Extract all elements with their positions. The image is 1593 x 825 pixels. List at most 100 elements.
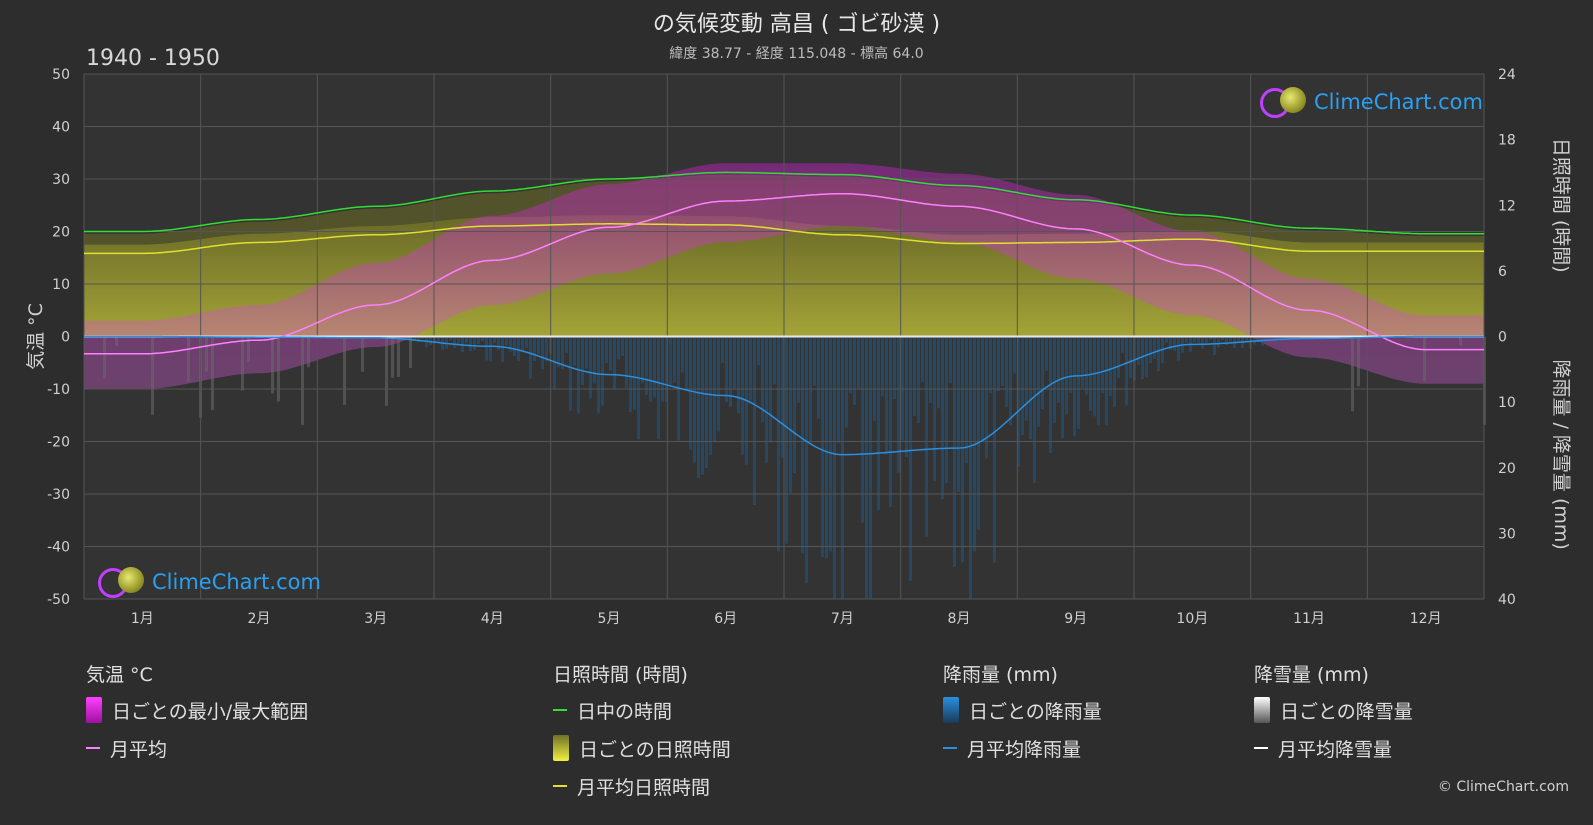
month-label: 2月 [248,611,271,627]
legend-sun-title: 日照時間 (時間) [553,664,688,686]
rain-daily-bar [569,336,572,411]
rain-daily-bar [813,336,816,386]
rain-daily-bar [625,336,628,388]
rain-daily-bar [825,336,828,559]
rain-daily-bar [841,336,844,599]
logo-text: ClimeChart.com [152,570,321,594]
rain-daily-bar [509,336,512,352]
rain-daily-bar [465,336,468,343]
rain-daily-bar [637,336,640,440]
rain-daily-bar [545,336,548,362]
rain-daily-bar [1225,336,1228,345]
rain-daily-bar [801,336,804,554]
rain-daily-bar [593,336,596,384]
rain-daily-bar [917,336,920,423]
rain-daily-bar [1021,336,1024,435]
rain-daily-bar [989,336,992,394]
snow-daily-bar [1459,336,1462,346]
left-tick-label: 50 [52,67,70,83]
rain-daily-bar [533,336,536,361]
rain-daily-bar [1061,336,1064,439]
rain-daily-bar [913,336,916,417]
rain-daily-bar [1129,336,1132,379]
rain-daily-bar [1089,336,1092,411]
rain-daily-bar [493,336,496,344]
logo-text: ClimeChart.com [1314,90,1483,114]
rain-daily-bar [993,336,996,563]
rain-daily-bar [653,336,656,398]
rain-daily-bar [909,336,912,581]
month-label: 3月 [364,611,387,627]
range-swatch-icon [86,697,102,723]
rain-daily-bar [1093,336,1096,417]
rain-daily-bar [1257,336,1260,343]
rain-daily-bar [581,336,584,386]
rain-daily-bar [881,336,884,397]
rain-daily-bar [857,336,860,390]
right-axis-title-sun: 日照時間 (時間) [1550,138,1572,273]
rain-daily-bar [773,336,776,385]
snow-daily-bar [391,336,394,378]
rain-daily-bar [1097,336,1100,425]
month-label: 8月 [948,611,971,627]
rain-daily-bar [877,336,880,511]
rain-daily-bar [781,336,784,458]
chart-subtitle: 緯度 38.77 - 経度 115.048 - 標高 64.0 [669,46,924,62]
left-tick-label: 30 [52,172,70,188]
legend-temp-range-label: 日ごとの最小/最大範囲 [112,700,309,723]
rain-daily-bar [1041,336,1044,410]
rain-daily-bar [1201,336,1204,349]
rain-daily-bar [645,336,648,395]
rain-daily-bar [1197,336,1200,344]
month-label: 7月 [831,611,854,627]
rain-daily-bar [1185,336,1188,343]
rain-daily-bar [853,336,856,405]
rain-daily-bar [605,336,608,363]
legend-snow-avg: 月平均降雪量 [1254,736,1413,761]
rain-daily-bar [945,336,948,484]
line-swatch-icon [86,747,100,749]
logo-bottom: ClimeChart.com [96,566,321,598]
rain-daily-bar [1269,336,1272,341]
rain-daily-bar [905,336,908,457]
rain-daily-bar [421,336,424,339]
rain-daily-bar [693,336,696,463]
rain-daily-bar [453,336,456,348]
rain-daily-bar [617,336,620,360]
rain-daily-bar [757,336,760,366]
rain-daily-bar [817,336,820,419]
rain-daily-bar [1033,336,1036,484]
rain-daily-bar [1121,336,1124,353]
legend-rain-daily-label: 日ごとの降雨量 [969,700,1102,723]
left-tick-label: -30 [47,487,70,503]
legend-temp-title: 気温 °C [86,664,153,686]
rain-avg-line [84,335,1484,456]
legend-temp-avg: 月平均 [86,736,308,761]
rain-daily-bar [1237,336,1240,342]
rain-daily-bar [1073,336,1076,437]
rain-swatch-icon [943,697,959,723]
rain-daily-bar [1245,336,1248,343]
rain-daily-bar [413,336,416,342]
rain-daily-bar [589,336,592,399]
month-label: 4月 [481,611,504,627]
snow-daily-bar [247,336,250,362]
snow-daily-bar [361,336,364,372]
year-range: 1940 - 1950 [86,46,220,71]
rain-daily-bar [893,336,896,399]
rain-daily-bar [717,336,720,432]
left-axis-title: 気温 °C [25,303,47,370]
snow-daily-bar [115,336,118,347]
right-precip-tick-label: 20 [1498,461,1516,477]
copyright: © ClimeChart.com [1437,779,1569,795]
rain-daily-bar [1085,336,1088,395]
rain-daily-bar [477,336,480,344]
rain-daily-bar [1173,336,1176,351]
rain-daily-bar [697,336,700,478]
rain-daily-bar [661,336,664,402]
snow-swatch-icon [1254,697,1270,723]
legend-snow: 降雪量 (mm) 日ごとの降雪量 月平均降雪量 [1254,660,1413,774]
rain-daily-bar [797,336,800,403]
rain-daily-bar [601,336,604,406]
